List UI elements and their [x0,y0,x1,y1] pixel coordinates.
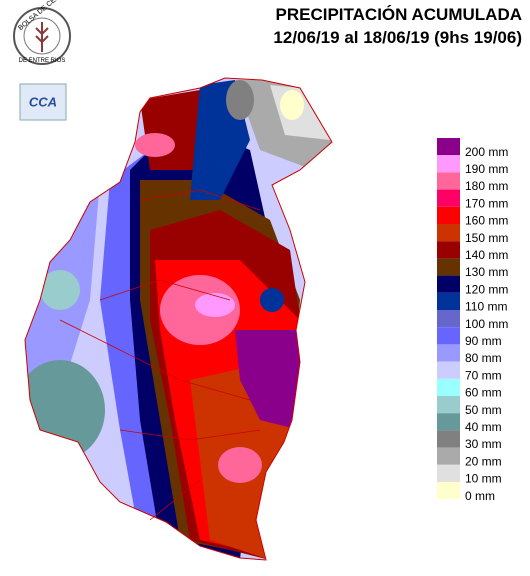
legend-label: 200 mm [465,145,508,159]
legend-swatch [437,241,460,259]
legend-label: 130 mm [465,265,508,279]
legend-swatch [437,396,460,414]
legend: 200 mm 190 mm 180 mm 170 mm 160 mm 150 mm 140 … [437,138,508,503]
legend-label: 20 mm [465,454,502,468]
legend-swatch [437,482,460,500]
legend-swatch [437,430,460,448]
legend-label: 170 mm [465,196,508,210]
legend-label: 140 mm [465,248,508,262]
title: PRECIPITACIÓN ACUMULADA [276,5,523,24]
legend-label: 100 mm [465,317,508,331]
legend-swatch [437,206,460,224]
legend-label: 0 mm [465,489,495,503]
legend-swatch [437,361,460,379]
cca-badge: CCA [19,83,67,121]
legend-label: 70 mm [465,368,502,382]
logo-bottom: DE ENTRE RIOS [19,58,66,64]
legend-swatch [437,155,460,173]
logo: BOLSA DE CEREALES DE ENTRE RIOS [13,0,79,65]
subtitle: 12/06/19 al 18/06/19 (9hs 19/06) [273,28,522,47]
legend-swatch [437,172,460,190]
department-lines [59,189,261,521]
legend-label: 160 mm [465,214,508,228]
legend-label: 90 mm [465,334,502,348]
province-outline [24,77,333,561]
legend-swatch [437,275,460,293]
legend-swatch [437,189,460,207]
legend-swatch [437,310,460,328]
legend-swatch [437,327,460,345]
legend-swatch [437,344,460,362]
legend-label: 120 mm [465,282,508,296]
legend-label: 30 mm [465,437,502,451]
legend-swatch [437,464,460,482]
legend-label: 80 mm [465,351,502,365]
legend-swatch [437,224,460,242]
legend-label: 60 mm [465,386,502,400]
badge-text: CCA [29,94,57,109]
legend-swatch [437,258,460,276]
legend-label: 150 mm [465,231,508,245]
legend-swatch [437,138,460,156]
legend-swatch [437,413,460,431]
legend-label: 190 mm [465,162,508,176]
legend-swatch [437,378,460,396]
legend-label: 110 mm [465,300,507,314]
map [25,78,332,560]
legend-label: 180 mm [465,179,508,193]
legend-label: 50 mm [465,403,502,417]
legend-swatch [437,292,460,310]
legend-label: 10 mm [465,472,502,486]
legend-swatch [437,447,460,465]
legend-label: 40 mm [465,420,502,434]
